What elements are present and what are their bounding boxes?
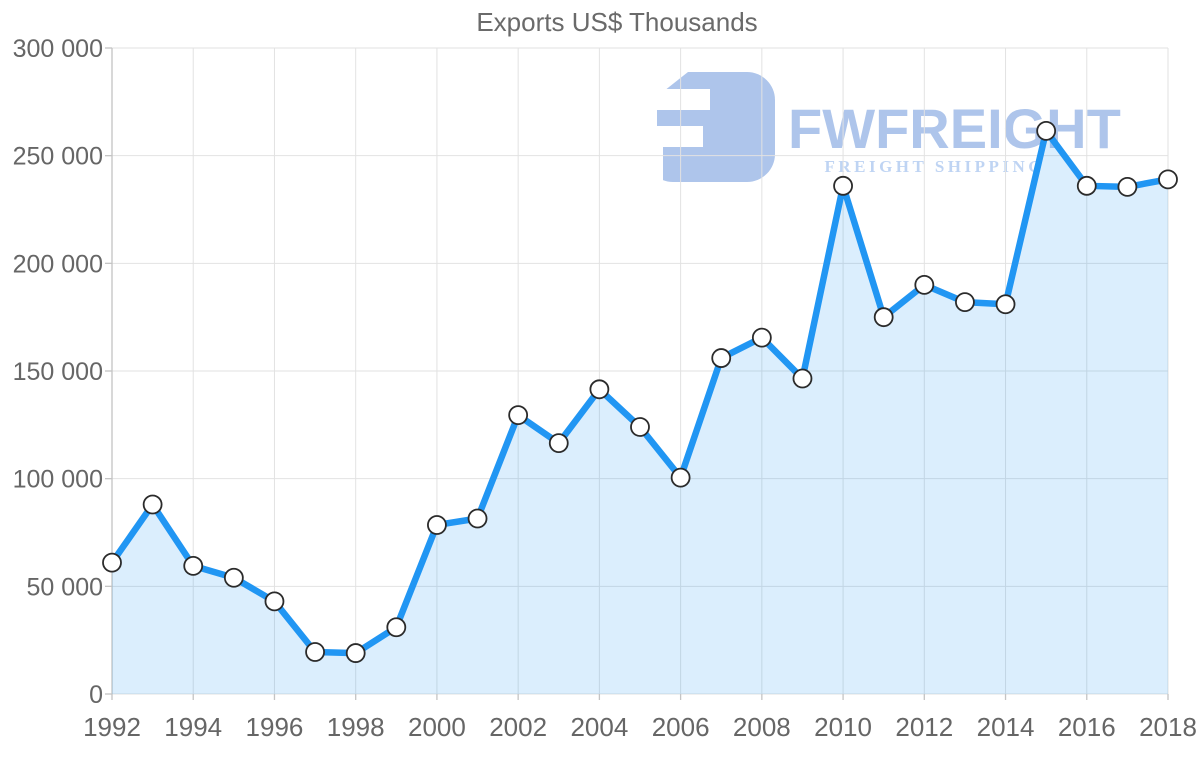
data-point-marker[interactable] (833, 175, 853, 196)
series-layer (102, 121, 1178, 695)
data-point-marker[interactable] (508, 405, 529, 426)
y-tick-label: 0 (89, 681, 103, 709)
fwfreight-logo-icon (645, 72, 775, 182)
data-point-marker[interactable] (589, 379, 610, 400)
x-tick-label: 2012 (895, 712, 953, 742)
y-tick-label: 300 000 (13, 35, 103, 63)
data-point-marker[interactable] (305, 642, 325, 662)
x-tick-label: 2004 (570, 712, 628, 742)
x-tick-label: 1996 (246, 712, 304, 742)
data-point-marker[interactable] (955, 292, 975, 312)
x-tick-label: 1992 (83, 712, 141, 742)
y-tick-label: 100 000 (13, 466, 103, 494)
data-point-marker[interactable] (142, 494, 163, 515)
x-tick-label: 2018 (1139, 712, 1197, 742)
data-point-marker[interactable] (1117, 176, 1138, 197)
axis-layer (105, 47, 1169, 700)
data-point-marker[interactable] (995, 294, 1016, 315)
data-point-marker[interactable] (630, 417, 650, 437)
x-tick-label: 2008 (733, 712, 791, 742)
x-tick-label: 2016 (1058, 712, 1116, 742)
x-tick-label: 2000 (408, 712, 466, 742)
data-point-marker[interactable] (792, 368, 813, 389)
data-point-marker[interactable] (711, 348, 732, 368)
data-point-marker[interactable] (467, 508, 488, 529)
y-tick-label: 250 000 (13, 143, 103, 171)
area-fill (112, 130, 1168, 695)
x-tick-label: 2010 (814, 712, 872, 742)
data-point-marker[interactable] (223, 567, 244, 588)
y-tick-label: 150 000 (13, 358, 103, 386)
data-point-marker[interactable] (1036, 121, 1057, 141)
data-point-marker[interactable] (548, 433, 569, 454)
data-point-marker[interactable] (386, 617, 407, 638)
data-point-marker[interactable] (670, 467, 691, 488)
chart-title: Exports US$ Thousands (476, 7, 758, 37)
data-point-marker[interactable] (102, 552, 122, 573)
y-tick-label: 200 000 (13, 250, 103, 278)
data-point-marker[interactable] (1076, 175, 1097, 196)
x-tick-label: 1994 (164, 712, 222, 742)
data-point-marker[interactable] (751, 327, 772, 348)
fwfreight-tagline-text: FREIGHT SHIPPING (824, 157, 1045, 176)
label-layer: 0 50 000 100 000 150 000 200 000 250 000 300 0… (13, 35, 1197, 742)
x-tick-label: 1998 (327, 712, 385, 742)
data-point-marker[interactable] (183, 555, 204, 576)
fwfreight-brand-text: FWFREIGHT (788, 97, 1121, 160)
data-point-marker[interactable] (427, 515, 447, 535)
x-tick-label: 2002 (489, 712, 547, 742)
x-tick-label: 2014 (977, 712, 1035, 742)
data-point-marker[interactable] (345, 643, 366, 663)
data-point-marker[interactable] (873, 307, 894, 328)
y-tick-label: 50 000 (27, 573, 103, 601)
data-point-marker[interactable] (914, 274, 935, 295)
data-point-marker[interactable] (264, 591, 285, 612)
x-tick-label: 2006 (652, 712, 710, 742)
data-point-marker[interactable] (1158, 169, 1178, 190)
